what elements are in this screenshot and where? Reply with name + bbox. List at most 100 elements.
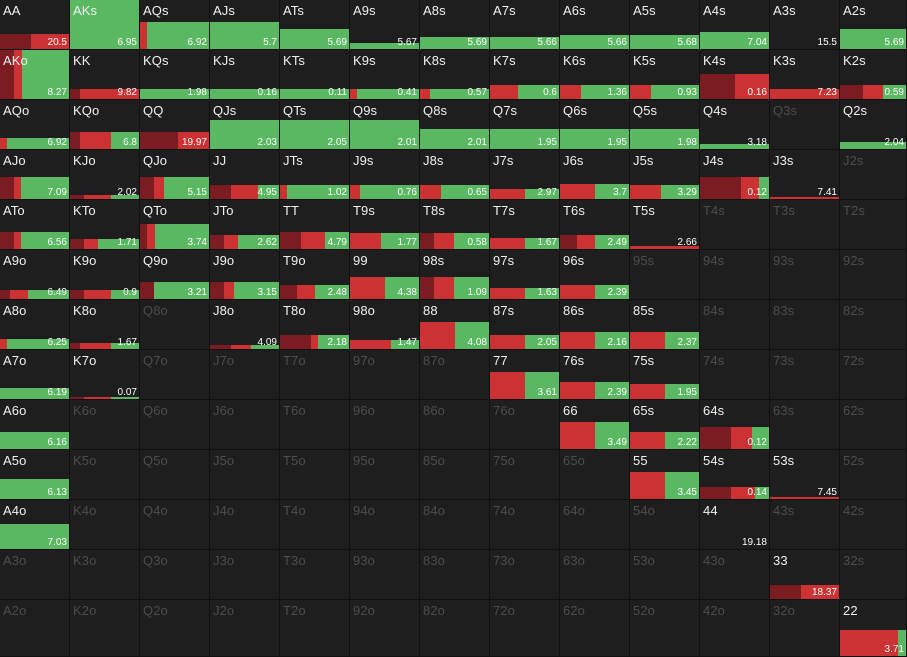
- hand-cell-A2s[interactable]: A2s 5.69: [840, 0, 907, 50]
- hand-cell-84s[interactable]: 84s: [700, 300, 770, 350]
- hand-cell-32o[interactable]: 32o: [770, 600, 840, 657]
- hand-cell-93s[interactable]: 93s: [770, 250, 840, 300]
- hand-cell-K5s[interactable]: K5s 0.93: [630, 50, 700, 100]
- hand-cell-AQs[interactable]: AQs 6.92: [140, 0, 210, 50]
- hand-cell-53s[interactable]: 53s 7.45: [770, 450, 840, 500]
- hand-cell-J7o[interactable]: J7o: [210, 350, 280, 400]
- hand-cell-88[interactable]: 88 4.08: [420, 300, 490, 350]
- hand-cell-75s[interactable]: 75s 1.95: [630, 350, 700, 400]
- hand-cell-Q8o[interactable]: Q8o: [140, 300, 210, 350]
- hand-cell-T3s[interactable]: T3s: [770, 200, 840, 250]
- hand-cell-J5s[interactable]: J5s 3.29: [630, 150, 700, 200]
- hand-cell-92o[interactable]: 92o: [350, 600, 420, 657]
- hand-cell-J8o[interactable]: J8o 4.09: [210, 300, 280, 350]
- hand-cell-65s[interactable]: 65s 2.22: [630, 400, 700, 450]
- hand-cell-96s[interactable]: 96s 2.39: [560, 250, 630, 300]
- hand-cell-J2s[interactable]: J2s: [840, 150, 907, 200]
- hand-cell-J9o[interactable]: J9o 3.15: [210, 250, 280, 300]
- hand-cell-74s[interactable]: 74s: [700, 350, 770, 400]
- hand-cell-55[interactable]: 55 3.45: [630, 450, 700, 500]
- hand-cell-J4o[interactable]: J4o: [210, 500, 280, 550]
- hand-cell-T4s[interactable]: T4s: [700, 200, 770, 250]
- hand-cell-K5o[interactable]: K5o: [70, 450, 140, 500]
- hand-cell-62o[interactable]: 62o: [560, 600, 630, 657]
- hand-cell-T8s[interactable]: T8s 0.58: [420, 200, 490, 250]
- hand-cell-AKs[interactable]: AKs 6.95: [70, 0, 140, 50]
- hand-cell-AJo[interactable]: AJo 7.09: [0, 150, 70, 200]
- hand-cell-87s[interactable]: 87s 2.05: [490, 300, 560, 350]
- hand-cell-QTo[interactable]: QTo 3.74: [140, 200, 210, 250]
- hand-cell-J5o[interactable]: J5o: [210, 450, 280, 500]
- hand-cell-A9o[interactable]: A9o 6.49: [0, 250, 70, 300]
- hand-cell-52s[interactable]: 52s: [840, 450, 907, 500]
- hand-cell-A8o[interactable]: A8o 6.25: [0, 300, 70, 350]
- hand-cell-T9s[interactable]: T9s 1.77: [350, 200, 420, 250]
- hand-cell-73s[interactable]: 73s: [770, 350, 840, 400]
- hand-cell-KK[interactable]: KK 9.82: [70, 50, 140, 100]
- hand-cell-Q9s[interactable]: Q9s 2.01: [350, 100, 420, 150]
- hand-cell-85s[interactable]: 85s 2.37: [630, 300, 700, 350]
- hand-cell-76o[interactable]: 76o: [490, 400, 560, 450]
- hand-cell-84o[interactable]: 84o: [420, 500, 490, 550]
- hand-cell-K8s[interactable]: K8s 0.57: [420, 50, 490, 100]
- hand-cell-Q6o[interactable]: Q6o: [140, 400, 210, 450]
- hand-cell-K2o[interactable]: K2o: [70, 600, 140, 657]
- hand-cell-Q5o[interactable]: Q5o: [140, 450, 210, 500]
- hand-cell-Q4s[interactable]: Q4s 3.18: [700, 100, 770, 150]
- hand-cell-K7o[interactable]: K7o 0.07: [70, 350, 140, 400]
- hand-cell-T9o[interactable]: T9o 2.48: [280, 250, 350, 300]
- hand-cell-T3o[interactable]: T3o: [280, 550, 350, 600]
- hand-cell-KTs[interactable]: KTs 0.11: [280, 50, 350, 100]
- hand-cell-75o[interactable]: 75o: [490, 450, 560, 500]
- hand-cell-K9s[interactable]: K9s 0.41: [350, 50, 420, 100]
- hand-cell-T2o[interactable]: T2o: [280, 600, 350, 657]
- hand-cell-K4s[interactable]: K4s 0.16: [700, 50, 770, 100]
- hand-cell-AKo[interactable]: AKo 8.27: [0, 50, 70, 100]
- hand-cell-KJs[interactable]: KJs 0.16: [210, 50, 280, 100]
- hand-cell-64s[interactable]: 64s 0.12: [700, 400, 770, 450]
- hand-cell-KQs[interactable]: KQs 1.98: [140, 50, 210, 100]
- hand-cell-J7s[interactable]: J7s 2.97: [490, 150, 560, 200]
- hand-cell-32s[interactable]: 32s: [840, 550, 907, 600]
- hand-cell-T5o[interactable]: T5o: [280, 450, 350, 500]
- hand-cell-73o[interactable]: 73o: [490, 550, 560, 600]
- hand-cell-KJo[interactable]: KJo 2.02: [70, 150, 140, 200]
- hand-cell-T8o[interactable]: T8o 2.18: [280, 300, 350, 350]
- hand-cell-JTs[interactable]: JTs 1.02: [280, 150, 350, 200]
- hand-cell-AQo[interactable]: AQo 6.92: [0, 100, 70, 150]
- hand-cell-98s[interactable]: 98s 1.09: [420, 250, 490, 300]
- hand-cell-83o[interactable]: 83o: [420, 550, 490, 600]
- hand-cell-82o[interactable]: 82o: [420, 600, 490, 657]
- hand-cell-52o[interactable]: 52o: [630, 600, 700, 657]
- hand-cell-Q3s[interactable]: Q3s: [770, 100, 840, 150]
- hand-cell-K4o[interactable]: K4o: [70, 500, 140, 550]
- hand-cell-J9s[interactable]: J9s 0.76: [350, 150, 420, 200]
- hand-cell-ATo[interactable]: ATo 6.56: [0, 200, 70, 250]
- hand-cell-QJo[interactable]: QJo 5.15: [140, 150, 210, 200]
- hand-cell-A6o[interactable]: A6o 6.16: [0, 400, 70, 450]
- hand-cell-95o[interactable]: 95o: [350, 450, 420, 500]
- hand-cell-98o[interactable]: 98o 1.47: [350, 300, 420, 350]
- hand-cell-J3o[interactable]: J3o: [210, 550, 280, 600]
- hand-cell-86s[interactable]: 86s 2.16: [560, 300, 630, 350]
- hand-cell-42o[interactable]: 42o: [700, 600, 770, 657]
- hand-cell-Q8s[interactable]: Q8s 2.01: [420, 100, 490, 150]
- hand-cell-66[interactable]: 66 3.49: [560, 400, 630, 450]
- hand-cell-K8o[interactable]: K8o 1.67: [70, 300, 140, 350]
- hand-cell-A5s[interactable]: A5s 5.68: [630, 0, 700, 50]
- hand-cell-K3s[interactable]: K3s 7.23: [770, 50, 840, 100]
- hand-cell-TT[interactable]: TT 4.79: [280, 200, 350, 250]
- hand-cell-A4s[interactable]: A4s 7.04: [700, 0, 770, 50]
- hand-cell-Q2o[interactable]: Q2o: [140, 600, 210, 657]
- hand-cell-72s[interactable]: 72s: [840, 350, 907, 400]
- hand-cell-ATs[interactable]: ATs 5.69: [280, 0, 350, 50]
- hand-cell-AJs[interactable]: AJs 5.7: [210, 0, 280, 50]
- hand-cell-K3o[interactable]: K3o: [70, 550, 140, 600]
- hand-cell-Q7s[interactable]: Q7s 1.95: [490, 100, 560, 150]
- hand-cell-J3s[interactable]: J3s 7.41: [770, 150, 840, 200]
- hand-cell-A3o[interactable]: A3o: [0, 550, 70, 600]
- hand-cell-64o[interactable]: 64o: [560, 500, 630, 550]
- hand-cell-43s[interactable]: 43s: [770, 500, 840, 550]
- hand-cell-K6s[interactable]: K6s 1.36: [560, 50, 630, 100]
- hand-cell-Q6s[interactable]: Q6s 1.95: [560, 100, 630, 150]
